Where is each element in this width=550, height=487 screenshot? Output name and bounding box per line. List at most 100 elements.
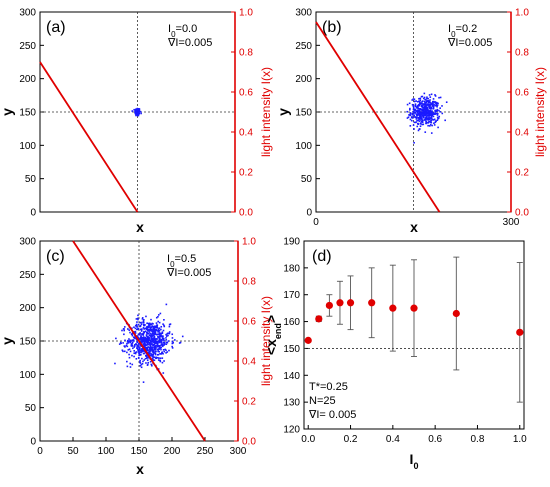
particle-point: [151, 330, 153, 333]
particle-point: [432, 118, 434, 121]
particle-point: [413, 128, 415, 130]
particle-point: [407, 116, 410, 119]
particle-point: [424, 131, 427, 133]
particle-point: [147, 349, 149, 352]
particle-point: [136, 326, 138, 328]
particle-point: [146, 326, 149, 329]
particle-point: [432, 115, 435, 118]
particle-point: [126, 365, 129, 368]
y2-tick-label: 0.2: [515, 168, 529, 179]
x-tick-label: 1.0: [513, 434, 527, 445]
data-point: [368, 299, 376, 307]
particle-point: [430, 103, 433, 106]
particle-point: [136, 345, 138, 347]
particle-point: [427, 113, 430, 115]
y-tick-label: 250: [19, 270, 36, 281]
particle-point: [167, 340, 170, 342]
particle-point: [413, 98, 416, 101]
particle-point: [151, 357, 154, 359]
particle-point: [151, 322, 154, 325]
particle-point: [153, 327, 156, 329]
particle-point: [413, 114, 416, 117]
particle-point: [139, 349, 142, 351]
x-tick-label: 300: [230, 446, 247, 457]
particle-point: [165, 333, 167, 336]
particle-point: [425, 104, 427, 107]
particle-point: [422, 114, 424, 116]
particle-point: [436, 112, 439, 115]
particle-point: [429, 114, 431, 116]
x-axis-label: x: [410, 219, 418, 235]
y-tick-label: 0: [306, 208, 312, 219]
particle-point: [147, 343, 149, 346]
particle-point: [435, 112, 438, 115]
particle-point: [437, 117, 440, 120]
particle-point: [114, 362, 116, 365]
particle-point: [157, 333, 159, 335]
particle-point: [131, 354, 133, 357]
particle-point: [421, 121, 424, 123]
particle-point: [152, 349, 155, 352]
particle-point: [420, 117, 423, 120]
particle-point: [134, 112, 136, 114]
y-tick-label: 50: [25, 174, 37, 185]
particle-point: [421, 110, 424, 112]
particle-point: [137, 109, 140, 112]
particle-point: [140, 351, 142, 354]
particle-point: [158, 329, 161, 332]
particle-point: [169, 323, 172, 325]
particle-point: [147, 337, 149, 339]
particle-point: [126, 351, 128, 354]
particle-point: [137, 108, 140, 110]
particle-point: [412, 105, 415, 108]
particle-point: [133, 350, 136, 352]
particle-point: [426, 100, 429, 102]
particle-point: [144, 357, 147, 360]
particle-point: [163, 343, 166, 345]
particle-point: [419, 101, 421, 103]
particle-point: [441, 112, 444, 115]
panel-b: (b) I0=0.2 ∇I=0.005 x y light intensity …: [275, 8, 547, 236]
y2-tick-label: 0.4: [239, 128, 253, 139]
particle-point: [152, 358, 154, 361]
annotation-gradient: ∇I= 0.005: [308, 409, 356, 421]
particle-point: [178, 342, 181, 344]
particle-point: [146, 331, 148, 334]
particle-point: [158, 321, 161, 324]
particle-point: [430, 114, 433, 117]
particle-point: [417, 107, 420, 110]
particle-point: [149, 354, 152, 357]
particle-point: [433, 124, 436, 126]
particle-point: [414, 111, 417, 114]
particle-point: [134, 351, 137, 354]
particle-point: [134, 352, 137, 355]
particle-point: [415, 100, 417, 102]
particle-point: [142, 343, 144, 345]
particle-point: [138, 354, 140, 357]
marks: 120 130 140 150 160 170 180 190 0.0 0.2 0.4 0.6 0.8 1…: [283, 237, 527, 446]
particle-point: [426, 110, 428, 113]
particle-point: [427, 110, 430, 112]
particle-point: [430, 93, 433, 96]
particle-point: [154, 346, 156, 348]
particle-point: [133, 344, 136, 346]
particle-point: [123, 326, 126, 328]
particle-point: [144, 337, 146, 340]
particle-point: [171, 347, 174, 349]
particle-point: [144, 343, 147, 345]
particle-point: [144, 330, 147, 333]
particle-point: [133, 340, 135, 342]
particle-point: [137, 112, 140, 114]
particle-point: [136, 328, 139, 331]
particle-point: [424, 101, 426, 104]
particle-point: [163, 339, 165, 342]
particle-point: [133, 352, 136, 355]
particle-point: [421, 105, 424, 108]
particle-point: [156, 327, 159, 329]
particle-point: [417, 105, 419, 108]
y-tick-label: 100: [19, 370, 36, 381]
particle-point: [135, 111, 137, 114]
particle-point: [155, 329, 158, 332]
particle-point: [421, 95, 424, 98]
particle-point: [415, 116, 418, 119]
